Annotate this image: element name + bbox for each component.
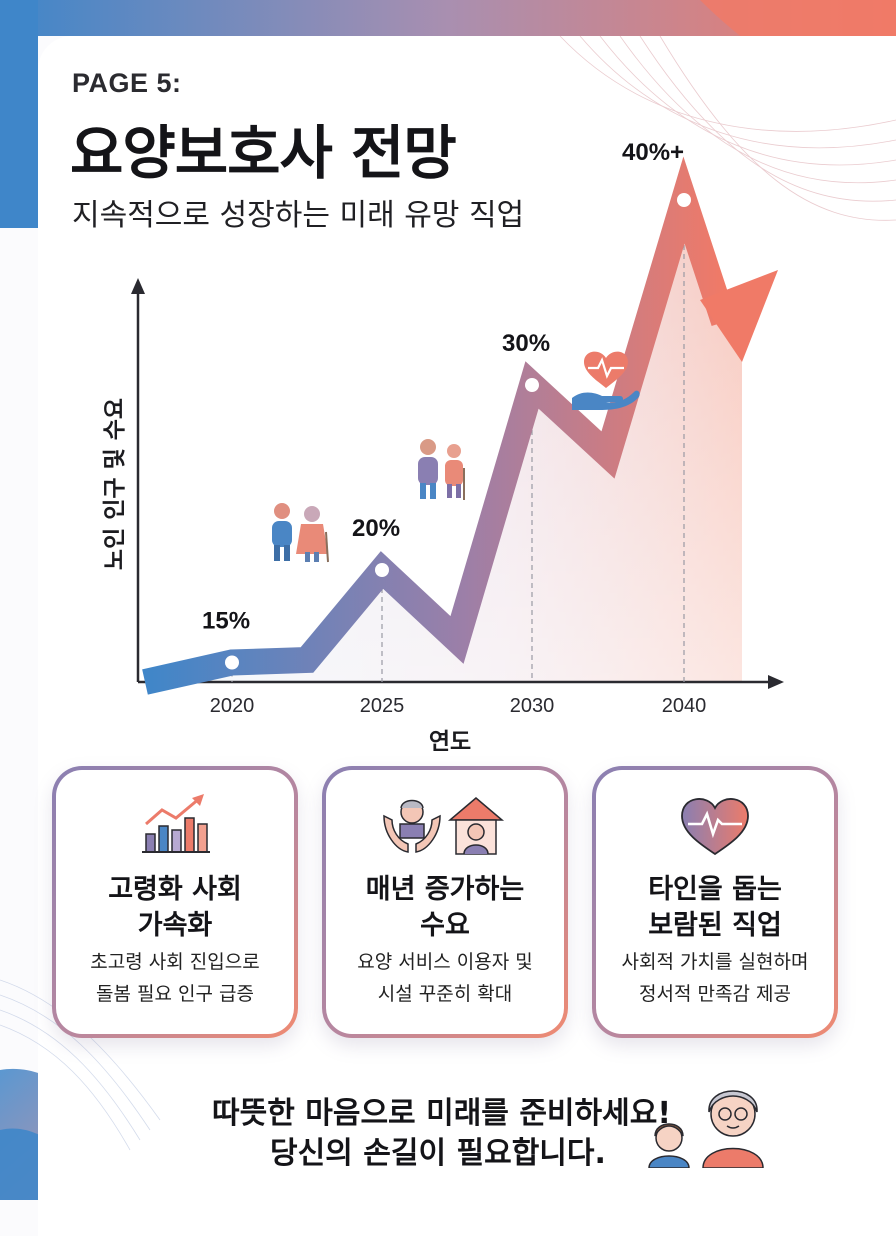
x-axis-arrowhead: [768, 675, 784, 689]
heart-in-hand-icon: [572, 351, 640, 410]
wave-lines-decoration: [0, 35, 896, 1151]
feature-card-aging-society: 고령화 사회 가속화 초고령 사회 진입으로 돌봄 필요 인구 급증: [52, 766, 298, 1038]
page-label: PAGE 5:: [72, 68, 182, 98]
data-point-2040: [677, 193, 691, 207]
x-tick-label-2040: 2040: [662, 695, 707, 717]
elderly-couple-icon: [272, 503, 329, 563]
y-axis-arrowhead: [131, 278, 145, 294]
trend-arrowhead: [700, 270, 778, 362]
trend-arrow-line: [142, 156, 737, 695]
chart-area-fade: [145, 200, 742, 682]
caregiver-and-elder-icon: [648, 1090, 764, 1168]
page-title: 요양보호사 전망: [70, 119, 457, 187]
footer-message-line1: 따뜻한 마음으로 미래를 준비하세요!: [212, 1096, 672, 1131]
data-label-2020: 15%: [202, 608, 250, 635]
data-point-2030: [525, 378, 539, 392]
data-point-2025: [375, 563, 389, 577]
footer-message-line2: 당신의 손길이 필요합니다.: [270, 1136, 606, 1171]
page-subtitle: 지속적으로 성장하는 미래 유망 직업: [72, 198, 525, 233]
feature-card-rising-demand: 매년 증가하는 수요 요양 서비스 이용자 및 시설 꾸준히 확대: [322, 766, 568, 1038]
data-label-2030: 30%: [502, 330, 550, 357]
data-label-2040: 40%+: [622, 139, 684, 166]
feature-card-rewarding-job: 타인을 돕는 보람된 직업 사회적 가치를 실현하며 정서적 만족감 제공: [592, 766, 838, 1038]
rising-bar-chart-icon: [142, 794, 210, 853]
data-point-2020: [225, 655, 239, 670]
caring-hands-house-icon: [383, 797, 505, 855]
feature-desc-demand: 요양 서비스 이용자 및 시설 꾸준히 확대: [357, 951, 533, 1005]
x-tick-label-2030: 2030: [510, 695, 555, 717]
feature-title-aging: 고령화 사회 가속화: [108, 874, 242, 941]
feature-desc-aging: 초고령 사회 진입으로 돌봄 필요 인구 급증: [90, 951, 260, 1005]
x-axis-title: 연도: [428, 729, 472, 755]
growth-chart: 2020 2025 2030 2040 15% 20% 30% 40%+: [131, 139, 784, 717]
heartbeat-heart-icon: [681, 798, 749, 856]
x-tick-label-2025: 2025: [360, 695, 405, 717]
data-label-2025: 20%: [352, 515, 400, 542]
elderly-with-cane-icon: [418, 439, 465, 500]
feature-desc-rewarding: 사회적 가치를 실현하며 정서적 만족감 제공: [621, 951, 809, 1005]
feature-title-demand: 매년 증가하는 수요: [365, 874, 525, 941]
x-tick-label-2020: 2020: [210, 695, 255, 717]
feature-title-rewarding: 타인을 돕는 보람된 직업: [648, 874, 782, 941]
y-axis-title: 노인 인구 및 수요: [102, 397, 128, 571]
